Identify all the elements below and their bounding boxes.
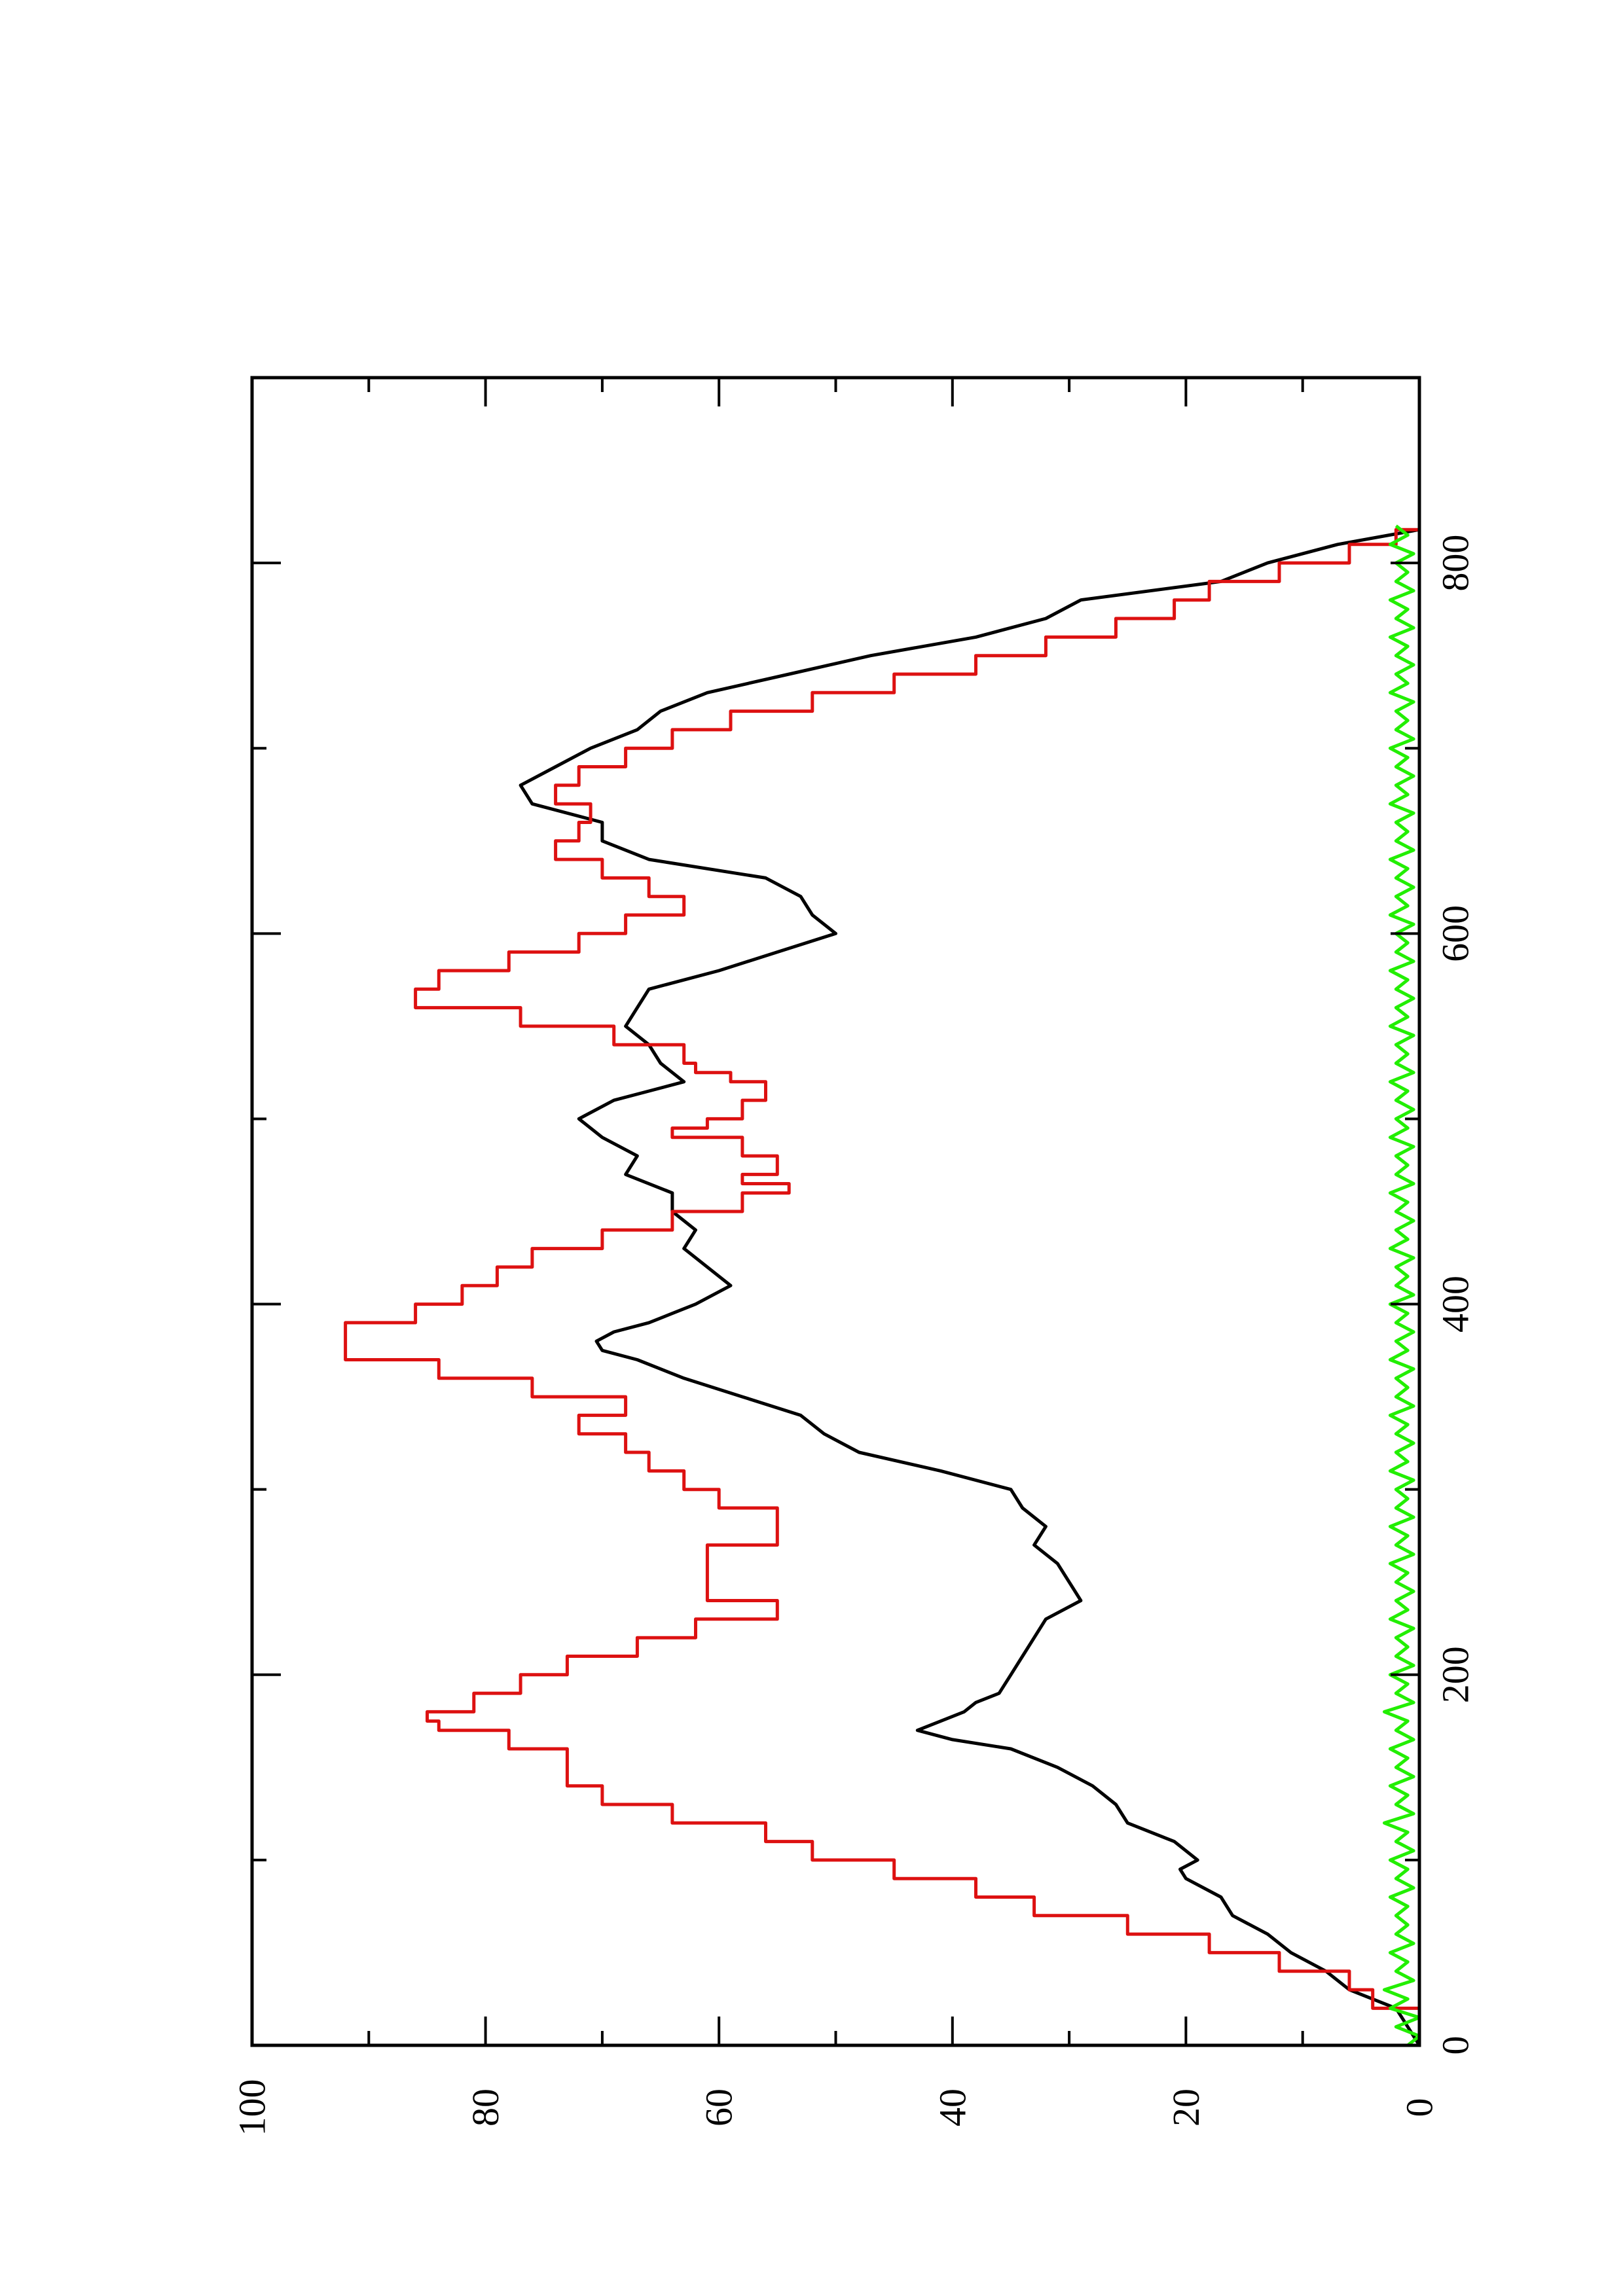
series-line-2: [344, 528, 1421, 2045]
series-line-1: [519, 528, 1421, 2047]
plot-frame: [250, 376, 1421, 2047]
x-tick-label: 600: [1434, 905, 1477, 962]
series-layer: [344, 524, 1421, 2047]
x-tick-label: 200: [1434, 1646, 1477, 1703]
series-line-3: [1383, 524, 1421, 2047]
y-tick-label: 40: [931, 2089, 974, 2126]
x-tick-label: 800: [1434, 535, 1477, 592]
tick-labels-layer: 0 200 400 600 800 0 20 40 60 80 100: [231, 535, 1477, 2136]
y-tick-label: 0: [1398, 2098, 1441, 2117]
x-tick-label: 0: [1434, 2036, 1477, 2055]
ticks-layer: [251, 378, 1421, 2047]
y-tick-label: 20: [1165, 2089, 1207, 2126]
y-tick-label: 80: [464, 2089, 507, 2126]
y-tick-label: 100: [231, 2079, 274, 2136]
y-tick-label: 60: [698, 2089, 740, 2126]
x-tick-label: 400: [1434, 1276, 1477, 1333]
